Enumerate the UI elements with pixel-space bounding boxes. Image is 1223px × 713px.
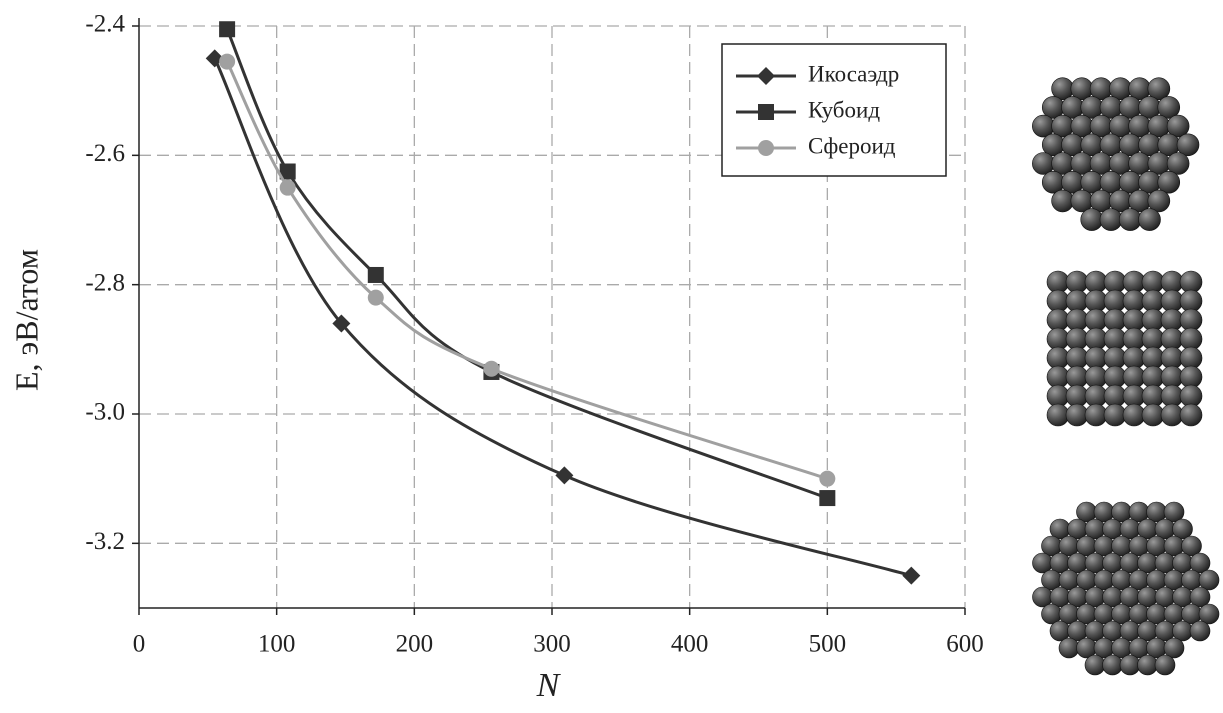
- atom: [1051, 189, 1074, 213]
- legend-marker: [757, 67, 775, 85]
- atom: [1058, 637, 1080, 659]
- atom: [1189, 586, 1211, 608]
- atom: [1147, 189, 1171, 213]
- y-tick-label: -2.8: [85, 269, 125, 296]
- y-tick-label: -3.0: [85, 399, 125, 426]
- atom: [1166, 114, 1190, 138]
- marker: [555, 466, 574, 485]
- marker: [367, 289, 384, 306]
- marker: [205, 49, 224, 68]
- atom: [1084, 403, 1108, 427]
- marker: [332, 314, 351, 333]
- atom: [1080, 208, 1104, 231]
- atom: [1189, 620, 1211, 642]
- atom: [1147, 77, 1171, 100]
- atom: [1160, 403, 1184, 427]
- atom: [1138, 208, 1161, 231]
- marker: [219, 21, 236, 38]
- atom: [1189, 552, 1211, 574]
- atom: [1163, 637, 1185, 659]
- atom: [1176, 133, 1200, 157]
- marker: [819, 470, 836, 487]
- x-axis-title: N: [536, 667, 562, 704]
- atom: [1181, 535, 1202, 557]
- atom: [1099, 208, 1123, 231]
- atom: [1163, 501, 1185, 523]
- x-tick-label: 300: [533, 631, 571, 658]
- marker: [279, 163, 296, 180]
- atom: [1198, 569, 1220, 591]
- legend-label: Сфероид: [808, 133, 896, 158]
- marker: [279, 179, 296, 196]
- atom: [1137, 654, 1158, 676]
- legend-label: Кубоид: [808, 97, 880, 122]
- legend-label: Икосаэдр: [808, 61, 899, 86]
- atom: [1065, 403, 1089, 427]
- y-tick-label: -2.4: [85, 11, 125, 38]
- atom: [1103, 403, 1127, 427]
- x-tick-label: 600: [946, 631, 984, 658]
- x-tick-label: 400: [671, 631, 709, 658]
- y-tick-label: -2.6: [85, 140, 125, 167]
- atom: [1198, 603, 1220, 625]
- cluster-images: [1032, 77, 1220, 676]
- atom: [1157, 96, 1181, 119]
- legend-marker: [758, 104, 774, 120]
- x-tick-label: 500: [809, 631, 847, 658]
- series-line: [213, 57, 912, 578]
- atom: [1172, 518, 1193, 540]
- series-line: [225, 60, 828, 481]
- atom: [1119, 654, 1141, 676]
- atom: [1141, 403, 1165, 427]
- atom: [1157, 170, 1181, 194]
- atom: [1046, 403, 1070, 427]
- marker: [367, 266, 384, 283]
- legend-marker: [758, 140, 774, 156]
- atom: [1179, 403, 1203, 427]
- marker: [483, 360, 500, 377]
- series-line: [225, 28, 828, 500]
- atom: [1102, 654, 1123, 676]
- x-tick-label: 200: [396, 631, 434, 658]
- x-tick-label: 100: [258, 631, 296, 658]
- atom: [1118, 208, 1142, 231]
- y-axis-title: E, эВ/атом: [8, 249, 44, 391]
- atom: [1154, 654, 1176, 676]
- atom: [1166, 152, 1190, 175]
- atom: [1122, 403, 1146, 427]
- marker: [819, 490, 836, 507]
- marker: [219, 53, 236, 70]
- atom: [1084, 654, 1106, 676]
- y-tick-label: -3.2: [85, 528, 125, 555]
- x-tick-label: 0: [133, 631, 146, 658]
- marker: [902, 566, 921, 585]
